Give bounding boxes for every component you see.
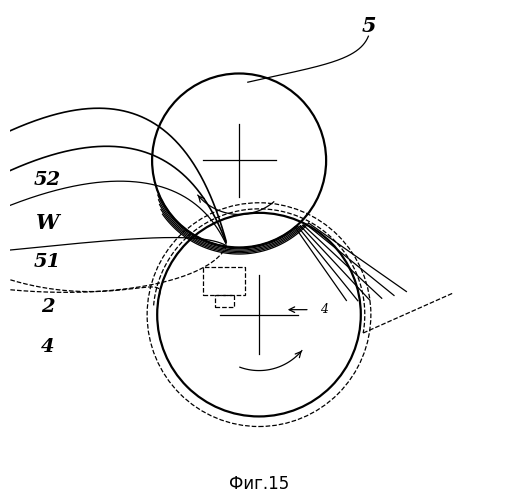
Text: 4: 4 [41, 338, 54, 356]
Bar [203, 267, 246, 294]
Text: W: W [36, 212, 60, 233]
Text: 51: 51 [34, 254, 61, 272]
Bar [214, 294, 234, 307]
Text: 2: 2 [41, 298, 54, 316]
Text: 5: 5 [361, 16, 376, 36]
Text: 52: 52 [34, 172, 61, 190]
Text: 4: 4 [320, 303, 328, 316]
Text: Фиг.15: Фиг.15 [229, 474, 289, 492]
